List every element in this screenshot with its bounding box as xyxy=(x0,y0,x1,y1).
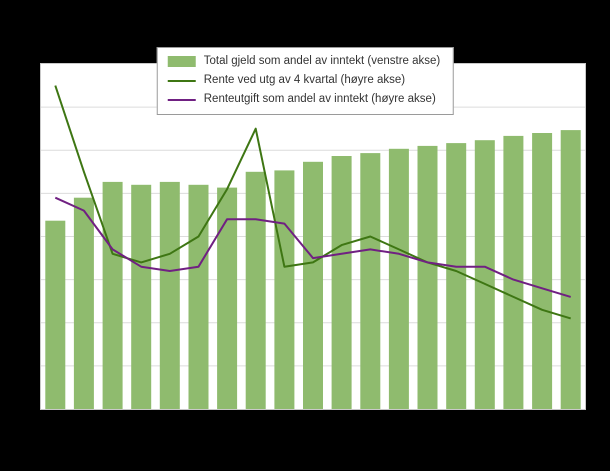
legend-swatch-interest-rate-line xyxy=(167,79,196,82)
legend-swatch-interest-expense-line xyxy=(167,98,196,101)
debt-share-bar xyxy=(73,197,94,409)
debt-share-bar xyxy=(303,161,323,409)
debt-share-bar xyxy=(188,184,209,409)
debt-share-bar xyxy=(245,171,266,409)
debt-share-bar xyxy=(532,133,553,409)
debt-share-bar xyxy=(417,145,438,409)
debt-share-bar xyxy=(474,140,495,409)
legend-item-interest-rate: Rente ved utg av 4 kvartal (høyre akse) xyxy=(167,72,441,89)
debt-share-bar xyxy=(331,156,352,409)
legend-label-debt-share: Total gjeld som andel av inntekt (venstr… xyxy=(203,55,441,67)
legend-label-interest-expense: Renteutgift som andel av inntekt (høyre … xyxy=(203,93,436,105)
chart-legend: Total gjeld som andel av inntekt (venstr… xyxy=(156,47,454,115)
legend-swatch-bar xyxy=(167,56,196,67)
debt-share-bar xyxy=(45,220,66,409)
debt-share-bar xyxy=(274,170,295,409)
debt-share-bar xyxy=(102,181,123,409)
debt-share-bar xyxy=(131,184,152,409)
legend-label-interest-rate: Rente ved utg av 4 kvartal (høyre akse) xyxy=(203,74,406,86)
debt-share-bar xyxy=(360,153,381,409)
legend-item-interest-expense: Renteutgift som andel av inntekt (høyre … xyxy=(167,91,441,108)
debt-share-bar xyxy=(388,148,409,409)
debt-share-bar xyxy=(217,187,238,409)
debt-share-bar xyxy=(560,130,581,409)
legend-item-debt-share: Total gjeld som andel av inntekt (venstr… xyxy=(167,53,441,70)
debt-share-bar xyxy=(503,135,524,409)
interest-expense-line xyxy=(54,196,571,298)
interest-rate-line xyxy=(54,85,571,320)
plot-area xyxy=(40,63,586,410)
debt-share-bar xyxy=(446,143,467,409)
chart-canvas xyxy=(41,85,585,409)
debt-share-bar xyxy=(159,181,180,409)
